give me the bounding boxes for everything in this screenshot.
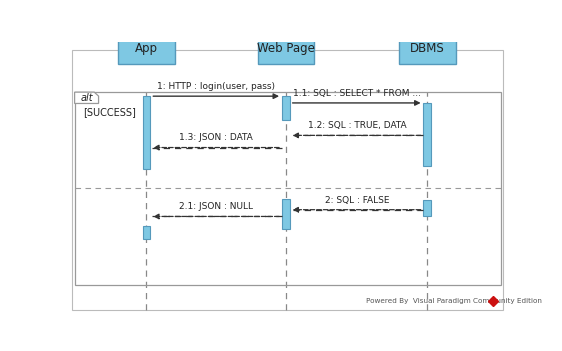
Bar [424, 200, 431, 217]
Text: DBMS: DBMS [410, 42, 445, 55]
Text: 1.3: JSON : DATA: 1.3: JSON : DATA [179, 133, 253, 143]
Bar [143, 96, 151, 169]
Text: alt: alt [80, 93, 93, 103]
Text: Powered By  Visual Paradigm Community Edition: Powered By Visual Paradigm Community Edi… [366, 298, 542, 304]
Text: 1: HTTP : login(user, pass): 1: HTTP : login(user, pass) [157, 82, 275, 91]
Text: 2: SQL : FALSE: 2: SQL : FALSE [325, 196, 389, 205]
Text: Web Page: Web Page [257, 42, 315, 55]
Bar [257, 34, 314, 64]
Bar [282, 199, 290, 229]
Bar [424, 103, 431, 166]
Polygon shape [75, 92, 98, 104]
Text: [SUCCESS]: [SUCCESS] [83, 107, 136, 117]
Text: 2.1: JSON : NULL: 2.1: JSON : NULL [179, 202, 253, 211]
Bar [75, 92, 501, 285]
Bar [118, 34, 175, 64]
Bar [143, 226, 151, 239]
Text: 1.2: SQL : TRUE, DATA: 1.2: SQL : TRUE, DATA [307, 121, 406, 130]
Bar [282, 96, 290, 120]
Text: 1.1: SQL : SELECT * FROM ...: 1.1: SQL : SELECT * FROM ... [293, 88, 421, 98]
Text: App: App [135, 42, 158, 55]
Bar [399, 34, 456, 64]
